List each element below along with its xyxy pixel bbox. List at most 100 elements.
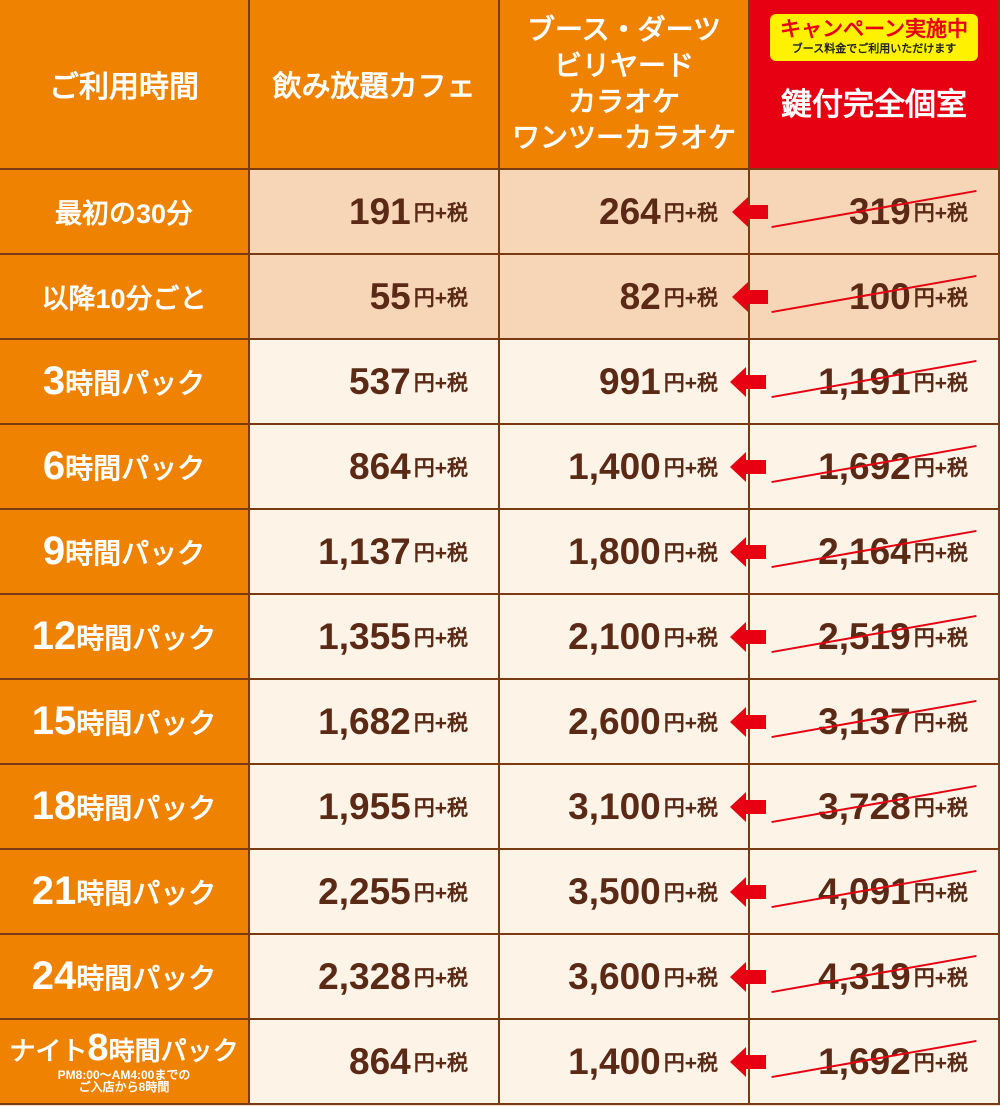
price-unit: 円+税 [413,711,468,735]
red-left-arrow-icon [730,451,766,482]
booth-price: 1,400 [568,1040,661,1082]
price-unit: 円+税 [413,456,468,480]
cafe-price: 2,328 [318,955,411,997]
private-price-cell: 3,137 円+税 [730,680,1000,765]
row-label-hours: 3 [42,359,66,403]
header-booth-line-3: カラオケ [567,86,680,117]
cafe-price-cell: 864 円+税 [250,1020,500,1105]
cafe-price: 2,255 [318,870,411,912]
cafe-price: 1,355 [318,615,411,657]
private-price-cell: 319 円+税 [732,170,1000,255]
red-left-arrow-icon [730,536,766,567]
price-unit: 円+税 [663,1051,718,1075]
price-unit: 円+税 [913,881,968,905]
private-price-cell: 100 円+税 [732,255,1000,340]
booth-price-cell: 1,400 円+税 [500,1020,750,1105]
row-label: 18 時間パック [0,765,250,850]
cafe-price-cell: 537 円+税 [250,340,500,425]
campaign-note: ブース料金でご利用いただけます [791,43,957,55]
price-unit: 円+税 [913,796,968,820]
row-label: 9 時間パック [0,510,250,595]
night-note-1: PM8:00～AM4:00までの [57,1067,191,1082]
booth-price: 3,500 [568,870,661,912]
row-label-hours: 6 [42,444,66,488]
price-unit: 円+税 [413,966,468,990]
price-unit: 円+税 [913,966,968,990]
price-unit: 円+税 [663,966,718,990]
row-label: 21 時間パック [0,850,250,935]
private-price-original: 2,519 [818,615,911,657]
booth-price-cell: 1,800 円+税 [500,510,750,595]
price-unit: 円+税 [663,286,718,310]
cafe-price: 1,955 [318,785,411,827]
red-left-arrow-icon [730,621,766,652]
header-usage-time-text: ご利用時間 [49,71,199,104]
cafe-price-cell: 191 円+税 [250,170,500,255]
row-label-suffix: 時間パック [65,367,206,399]
red-left-arrow-icon [732,196,768,227]
row-label-hours: 9 [42,529,66,573]
row-label-hours: 12 [31,614,77,658]
campaign-badge: キャンペーン実施中 ブース料金でご利用いただけます [770,14,978,61]
price-unit: 円+税 [913,201,968,225]
red-left-arrow-icon [730,706,766,737]
row-label: 3 時間パック [0,340,250,425]
red-left-arrow-icon [732,281,768,312]
campaign-title: キャンペーン実施中 [780,18,968,41]
night-hours: 8 [87,1026,109,1069]
header-private-room: キャンペーン実施中 ブース料金でご利用いただけます 鍵付完全個室 [750,0,1000,170]
price-unit: 円+税 [413,1051,468,1075]
row-label-suffix: 時間パック [76,707,217,739]
private-price-original: 100 [849,275,911,317]
booth-price-cell: 991 円+税 [500,340,750,425]
header-booth-line-2: ビリヤード [553,50,694,81]
booth-price: 2,600 [568,700,661,742]
price-unit: 円+税 [913,1051,968,1075]
row-label-suffix: 時間パック [65,537,206,569]
row-label-hours: 21 [31,869,77,913]
price-unit: 円+税 [913,626,968,650]
private-room-title: 鍵付完全個室 [781,87,967,122]
booth-price-cell: 3,100 円+税 [500,765,750,850]
booth-price: 1,400 [568,445,661,487]
header-drink-cafe: 飲み放題カフェ [250,0,500,170]
row-label: 最初の30分 [0,170,250,255]
private-price-original: 1,692 [818,445,911,487]
red-left-arrow-icon [730,1046,766,1077]
row-label-suffix: 時間パック [76,792,217,824]
price-unit: 円+税 [663,541,718,565]
cafe-price: 1,682 [318,700,411,742]
price-unit: 円+税 [663,796,718,820]
booth-price-cell: 1,400 円+税 [500,425,750,510]
row-label-hours: 18 [31,784,77,828]
header-usage-time: ご利用時間 [0,0,250,170]
private-price-cell: 1,692 円+税 [730,425,1000,510]
private-price-cell: 2,519 円+税 [730,595,1000,680]
cafe-price: 537 [349,360,411,402]
row-label-suffix: 時間パック [76,962,217,994]
booth-price: 3,100 [568,785,661,827]
private-price-original: 3,728 [818,785,911,827]
cafe-price-cell: 1,137 円+税 [250,510,500,595]
booth-price: 2,100 [568,615,661,657]
booth-price: 3,600 [568,955,661,997]
cafe-price-cell: 1,682 円+税 [250,680,500,765]
booth-price-cell: 82 円+税 [500,255,750,340]
row-label-suffix: 時間パック [76,877,217,909]
price-unit: 円+税 [413,201,468,225]
row-label-text: 最初の30分 [54,199,194,229]
row-label: 12 時間パック [0,595,250,680]
price-unit: 円+税 [413,626,468,650]
booth-price-cell: 264 円+税 [500,170,750,255]
price-unit: 円+税 [663,371,718,395]
booth-price: 264 [599,190,661,232]
cafe-price: 1,137 [318,530,411,572]
booth-price: 82 [619,275,661,317]
private-price-cell: 4,091 円+税 [730,850,1000,935]
price-unit: 円+税 [413,881,468,905]
price-unit: 円+税 [663,711,718,735]
price-unit: 円+税 [913,286,968,310]
night-note-2: ご入店から8時間 [78,1080,170,1095]
cafe-price-cell: 2,255 円+税 [250,850,500,935]
